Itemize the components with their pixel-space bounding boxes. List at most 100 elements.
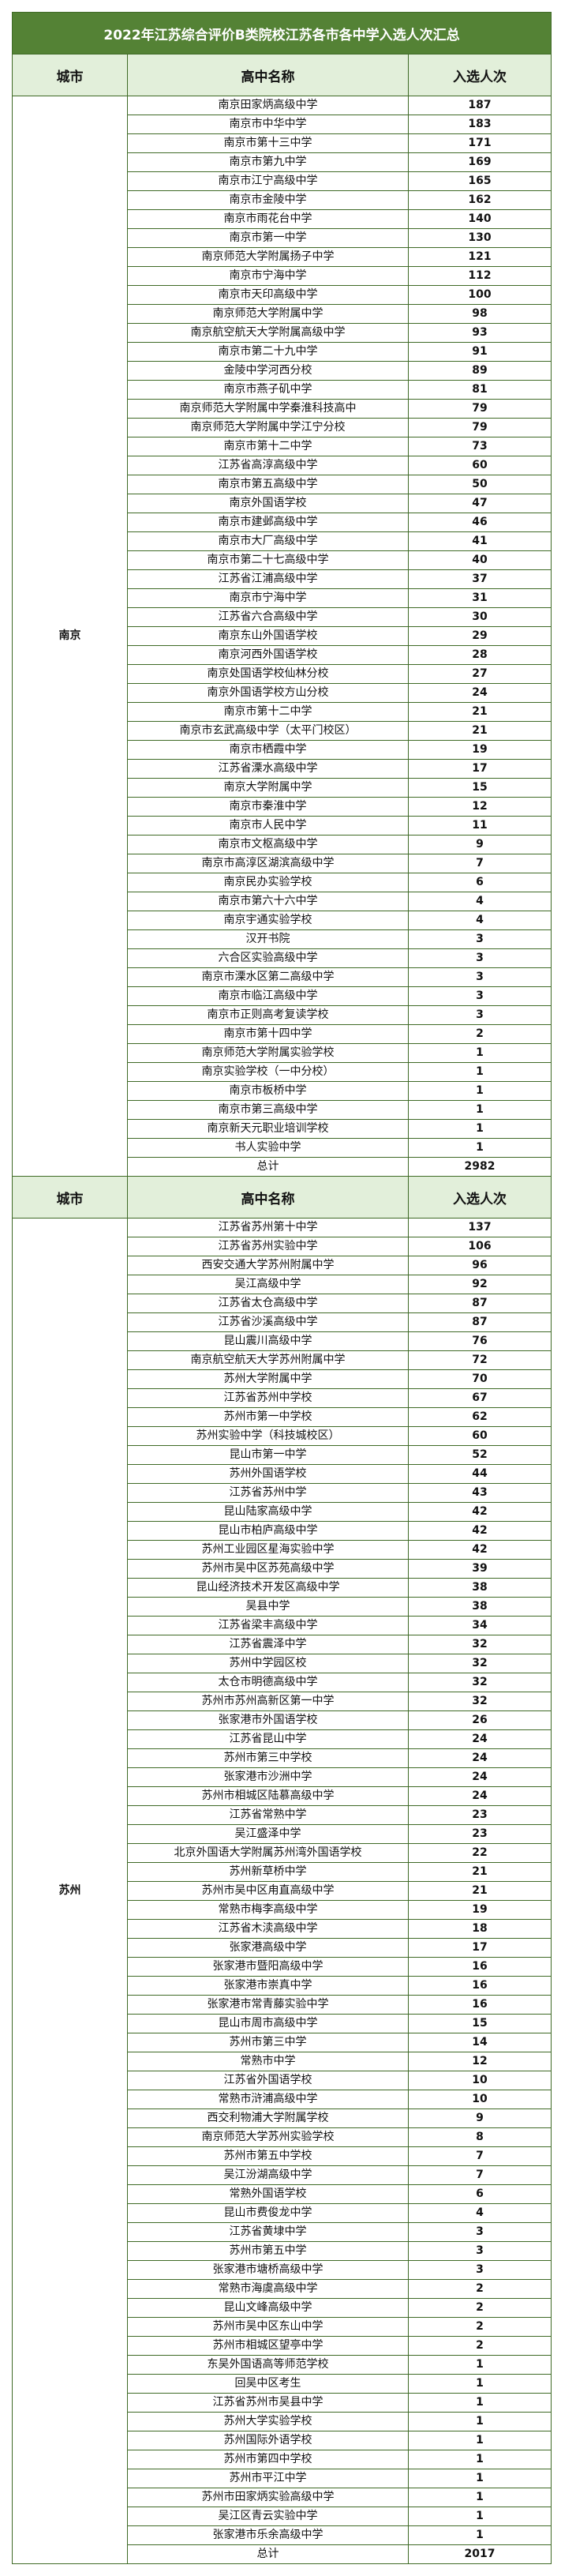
selection-count: 8 [407,2127,552,2147]
selection-count: 76 [407,1331,552,1351]
selection-summary-table: 2022年江苏综合评价B类院校江苏各市各中学入选人次汇总 城市 高中名称 入选人次南… [11,12,552,2564]
city-cell: 苏州 [12,1218,128,2564]
table-row: 南京市第五高级中学 50 [13,475,552,494]
selection-count: 16 [407,1957,552,1977]
selection-count: 6 [407,2184,552,2204]
selection-count: 30 [407,607,552,627]
header-city: 城市 [12,1176,128,1219]
school-name: 张家港市塘桥高级中学 [127,2260,409,2280]
school-name: 南京市第二十七高级中学 [127,550,409,570]
school-name: 南京师范大学附属实验学校 [127,1043,409,1063]
header-school: 高中名称 [127,1176,409,1219]
table-row: 南京师范大学附属中学江宁分校 79 [13,418,552,437]
school-name: 张家港市沙洲中学 [127,1767,409,1787]
school-name: 南京市板桥中学 [127,1081,409,1101]
school-name: 南京师范大学附属中学 [127,304,409,324]
selection-count: 7 [407,2165,552,2185]
selection-count: 4 [407,2203,552,2223]
school-name: 吴江汾湖高级中学 [127,2165,409,2185]
table-row: 苏州市相城区陆慕高级中学 24 [13,1786,552,1806]
selection-count: 62 [407,1407,552,1427]
selection-count: 23 [407,1824,552,1844]
school-name: 南京市第九中学 [127,152,409,172]
selection-count: 3 [407,1005,552,1025]
selection-count: 31 [407,588,552,608]
school-name: 江苏省苏州市吴县中学 [127,2393,409,2413]
school-name: 南京民办实验学校 [127,873,409,892]
selection-count: 15 [407,778,552,798]
selection-count: 1 [407,1043,552,1063]
selection-count: 19 [407,740,552,760]
table-row: 南京市金陵中学 162 [13,190,552,210]
table-row: 江苏省木渎高级中学 18 [13,1919,552,1939]
table-row: 南京实验学校（一中分校） 1 [13,1062,552,1082]
table-row: 苏州工业园区星海实验中学 42 [13,1540,552,1560]
selection-count: 162 [407,190,552,210]
total-label: 总计 [127,1157,409,1177]
selection-count: 22 [407,1843,552,1863]
school-name: 江苏省黄埭中学 [127,2222,409,2242]
selection-count: 1 [407,2450,552,2469]
school-name: 南京市中华中学 [127,115,409,134]
table-row: 南京市江宁高级中学 165 [13,171,552,191]
school-name: 南京市文枢高级中学 [127,835,409,854]
selection-count: 24 [407,1767,552,1787]
selection-count: 98 [407,304,552,324]
table-row: 南京市第十二中学 21 [13,702,552,722]
selection-count: 42 [407,1540,552,1560]
table-row: 南京市中华中学 183 [13,115,552,134]
table-row: 南京市板桥中学 1 [13,1081,552,1101]
table-row: 南京航空航天大学附属高级中学 93 [13,323,552,343]
school-name: 西安交通大学苏州附属中学 [127,1256,409,1275]
table-row: 昆山市柏庐高级中学 42 [13,1521,552,1541]
selection-count: 32 [407,1692,552,1711]
table-row: 张家港市乐余高级中学 1 [13,2525,552,2545]
school-name: 太仓市明德高级中学 [127,1673,409,1692]
table-row: 南京宇通实验学校 4 [13,911,552,930]
selection-count: 38 [407,1597,552,1617]
selection-count: 1 [407,2393,552,2413]
school-name: 昆山市柏庐高级中学 [127,1521,409,1541]
school-name: 吴江区青云实验中学 [127,2507,409,2526]
table-title: 2022年江苏综合评价B类院校江苏各市各中学入选人次汇总 [11,12,552,54]
selection-count: 183 [407,115,552,134]
school-name: 南京市雨花台中学 [127,209,409,229]
school-name: 江苏省太仓高级中学 [127,1294,409,1313]
table-row: 张家港市沙洲中学 24 [13,1767,552,1787]
selection-count: 169 [407,152,552,172]
school-name: 苏州市第五中学 [127,2241,409,2261]
school-name: 南京市宁海中学 [127,588,409,608]
selection-count: 165 [407,171,552,191]
selection-count: 19 [407,1900,552,1920]
school-name: 苏州市吴中区苏苑高级中学 [127,1559,409,1579]
school-name: 南京宇通实验学校 [127,911,409,930]
selection-count: 24 [407,1786,552,1806]
selection-count: 23 [407,1805,552,1825]
school-name: 苏州市第三中学校 [127,1748,409,1768]
school-name: 北京外国语大学附属苏州湾外国语学校 [127,1843,409,1863]
table-row: 吴江汾湖高级中学 7 [13,2165,552,2185]
selection-count: 3 [407,948,552,968]
school-name: 南京市玄武高级中学（太平门校区） [127,721,409,741]
selection-count: 10 [407,2090,552,2109]
school-name: 张家港高级中学 [127,1938,409,1958]
selection-count: 1 [407,2412,552,2431]
school-name: 南京田家炳高级中学 [127,96,409,115]
selection-count: 2 [407,2336,552,2356]
table-row: 常熟市海虞高级中学 2 [13,2279,552,2299]
table-row: 南京市第十四中学 2 [13,1024,552,1044]
school-name: 南京市人民中学 [127,816,409,836]
school-name: 南京大学附属中学 [127,778,409,798]
school-name: 昆山市周市高级中学 [127,2014,409,2033]
school-name: 南京市秦淮中学 [127,797,409,817]
school-name: 苏州实验中学（科技城校区） [127,1426,409,1446]
selection-count: 12 [407,2052,552,2071]
school-name: 南京市金陵中学 [127,190,409,210]
table-row: 常熟市梅李高级中学 19 [13,1900,552,1920]
school-name: 苏州市田家炳实验高级中学 [127,2488,409,2507]
selection-count: 137 [407,1218,552,1237]
school-name: 汉开书院 [127,929,409,949]
table-row: 苏州市田家炳实验高级中学 1 [13,2488,552,2507]
table-row: 南京师范大学附属中学秦淮科技高中 79 [13,399,552,419]
table-row: 南京市高淳区湖滨高级中学 7 [13,854,552,873]
